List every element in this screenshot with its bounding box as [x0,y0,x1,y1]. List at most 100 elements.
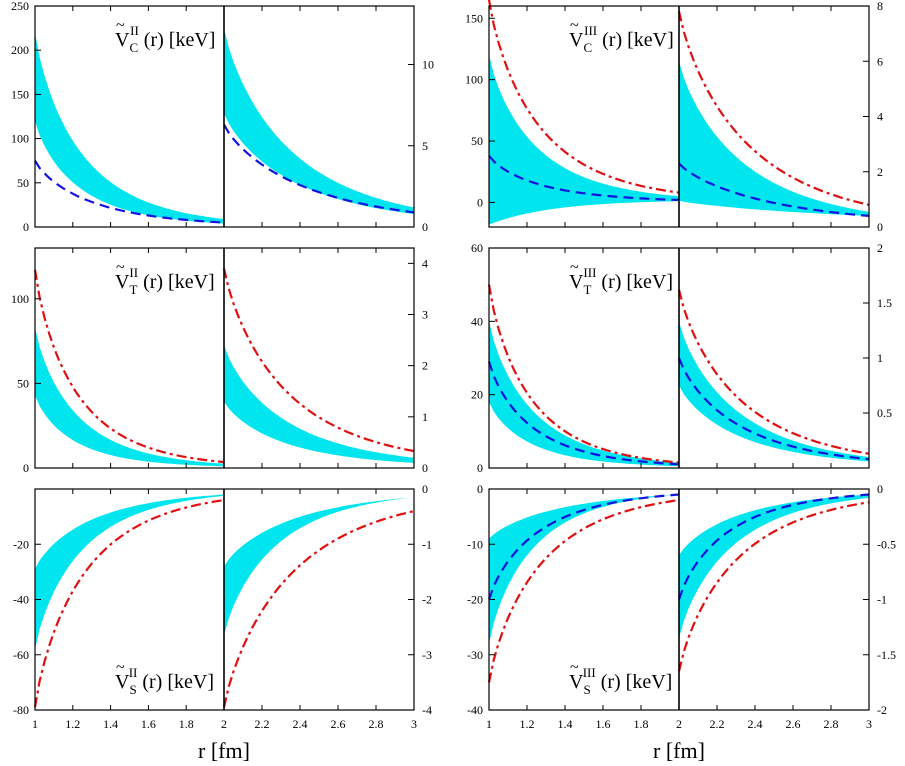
VC-II-left-uncertainty-band [35,32,224,224]
VC-II-right-ytick-label: 10 [422,58,434,72]
xtick-label-col0: 2.4 [293,717,308,731]
xtick-label-col1: 2.2 [710,717,725,731]
VS-III-right-dashed-line [677,493,870,600]
VC-II-left-ytick-label: 150 [11,87,29,101]
xtick-label-col0: 1.6 [141,717,156,731]
VC-II-left-ytick-label: 100 [11,132,29,146]
VS-III-left-ytick-label: -40 [467,703,483,717]
panel-VC-II-tilde: ~ [116,17,125,34]
VC-II-left-ytick-label: 0 [23,220,29,234]
panel-VS-III-label: VSIII (r) [keV] [569,665,672,697]
VS-II-right-dashdot-line [222,510,415,708]
VS-II-right-uncertainty-band [224,497,414,636]
VT-II-right-uncertainty-band [224,345,414,463]
xtick-label-col0: 1.8 [179,717,194,731]
VT-III-left-uncertainty-band [489,321,679,467]
VT-II-left-uncertainty-band [35,327,224,467]
VT-III-left-dashdot-line [487,284,680,464]
VC-III-left-dashdot-line [487,0,680,194]
VC-III-left-dashed-line [488,155,680,202]
VS-II-left-ytick-label: -80 [13,703,29,717]
VT-III-left-ytick-label: 0 [477,461,483,475]
VC-III-left-ytick-label: 100 [465,73,483,87]
xtick-label-col0: 2 [221,717,227,731]
VC-II-right-dashed-line [223,124,415,214]
VS-III-right-dashdot-line [677,501,870,672]
VS-II-left-ytick-label: -40 [13,593,29,607]
VS-III-left-dashdot-line [487,499,680,683]
VT-II-left-ytick-label: 50 [17,376,29,390]
xtick-label-col1: 2.6 [786,717,801,731]
xtick-label-col1: 3 [866,717,872,731]
xtick-label-col1: 2.8 [824,717,839,731]
VT-II-right-ytick-label: 2 [422,359,428,373]
VS-II-right-ytick-label: -4 [422,703,432,717]
xtick-label-col1: 2.4 [748,717,763,731]
xtick-label-col0: 2.8 [369,717,384,731]
VC-III-right-ytick-label: 6 [877,54,883,68]
VS-II-right-ytick-label: -2 [422,593,432,607]
VT-III-right-ytick-label: 1.5 [877,296,892,310]
panel-VC-II-label: VCII (r) [keV] [115,23,215,55]
VC-III-right-ytick-label: 0 [877,220,883,234]
panel-VT-III: 0 20 40 60 0.5 1 1.5 2 VTIII (r) [keV]~ [471,241,892,475]
xtick-label-col1: 1.4 [558,717,573,731]
VT-II-left-dashdot-line [33,269,225,464]
xtick-label-col0: 2.2 [255,717,270,731]
xtick-label-col0: 1.4 [103,717,118,731]
VT-III-left-dashed-line [487,361,680,466]
VS-III-right-ytick-label: -1.5 [877,648,896,662]
VS-III-left-ytick-label: -30 [467,648,483,662]
VT-III-right-uncertainty-band [679,321,869,462]
xtick-label-col1: 1 [486,717,492,731]
VS-II-left-dashdot-line [33,499,225,708]
panel-VC-III-label: VCIII (r) [keV] [569,23,674,55]
VT-II-right-dashdot-line [222,268,415,453]
VT-II-right-ytick-label: 4 [422,256,428,270]
VC-II-left-ytick-label: 250 [11,0,29,13]
panel-VS-III: -40 -30 -20 -10 0 -2 -1.5 -1 -0.5 0 VSIII (r) [keV… [467,482,896,717]
VC-III-left-uncertainty-band [489,55,679,225]
VT-III-right-dashed-line [677,357,870,461]
xtick-label-col0: 1.2 [65,717,80,731]
VC-II-left-ytick-label: 50 [17,176,29,190]
panel-VT-II: 0 50 100 0 1 2 3 4 VTII (r) [keV]~ [11,247,428,475]
VT-III-right-dashdot-line [677,289,870,455]
VS-II-right-ytick-label: 0 [422,482,428,496]
panel-VS-III-tilde: ~ [570,659,579,676]
VS-III-left-ytick-label: -10 [467,537,483,551]
VC-III-left-ytick-label: 50 [471,134,483,148]
VS-II-right-ytick-label: -1 [422,537,432,551]
VC-III-left-ytick-label: 0 [477,195,483,209]
panel-VS-II-label: VSII (r) [keV] [115,665,214,697]
panel-VC-II: 0 50 100 150 200 250 0 5 10 VCII (r) [keV]~ [11,0,434,234]
VC-III-right-ytick-label: 4 [877,110,883,124]
VC-III-right-ytick-label: 8 [877,0,883,13]
VC-III-left-ytick-label: 150 [465,11,483,25]
VC-II-right-ytick-label: 5 [422,139,428,153]
panel-VT-II-tilde: ~ [116,259,125,276]
panel-VC-III: 0 50 100 150 0 2 4 6 8 VCIII (r) [keV]~ [465,0,883,234]
VT-III-right-ytick-label: 2 [877,241,883,255]
xtick-label-col1: 1.8 [634,717,649,731]
panel-VC-III-tilde: ~ [570,17,579,34]
VT-III-right-ytick-label: 0.5 [877,406,892,420]
xtick-label-col1: 1.6 [596,717,611,731]
x-axis-label-col0: r [fm] [198,738,250,763]
VT-III-left-ytick-label: 60 [471,241,483,255]
VT-II-left-ytick-label: 100 [11,292,29,306]
xtick-label-col1: 1.2 [520,717,535,731]
xtick-label-col1: 2 [676,717,682,731]
VC-III-right-ytick-label: 2 [877,165,883,179]
VT-III-right-ytick-label: 1 [877,351,883,365]
VS-III-right-ytick-label: 0 [877,482,883,496]
x-axis-label-col1: r [fm] [653,738,705,763]
panel-VS-II: -80 -60 -40 -20 -4 -3 -2 -1 0 VSII (r) [keV]~ [13,482,432,717]
xtick-label-col0: 2.6 [331,717,346,731]
VC-III-right-dashdot-line [677,11,870,206]
panel-VT-II-label: VTII (r) [keV] [115,265,215,297]
VC-II-right-ytick-label: 0 [422,220,428,234]
VS-III-left-uncertainty-band [489,494,679,644]
VT-III-left-ytick-label: 40 [471,314,483,328]
